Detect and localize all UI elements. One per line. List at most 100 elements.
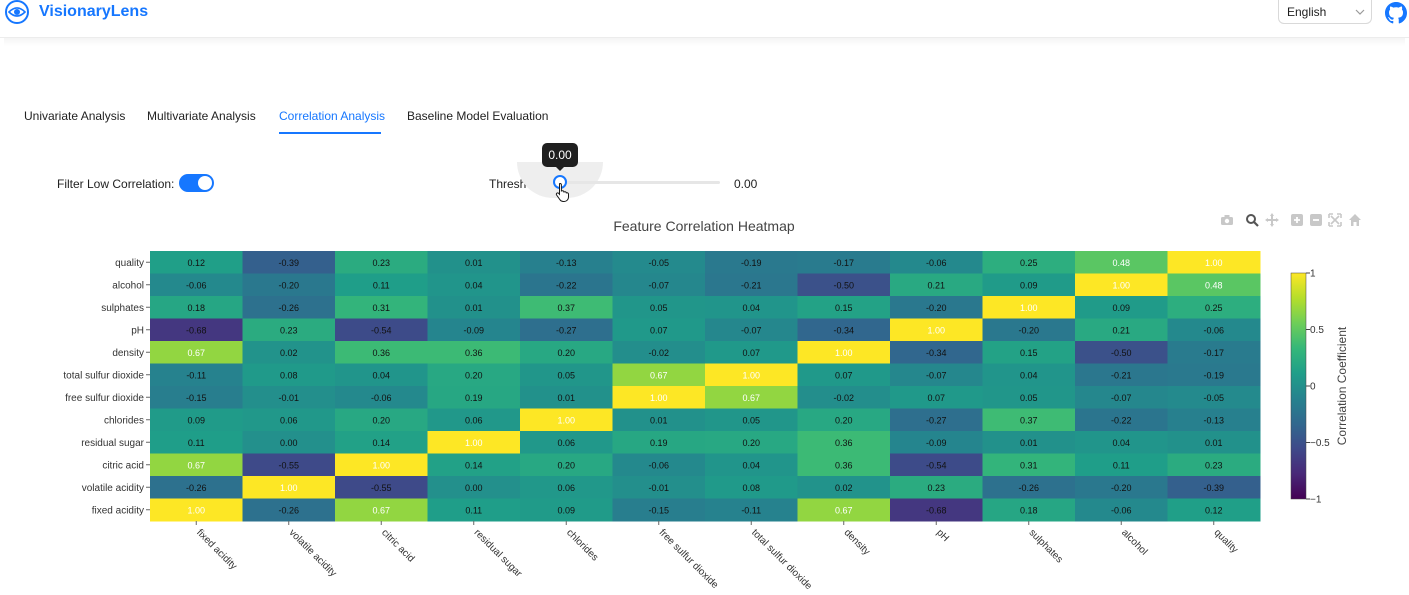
heatmap-cell[interactable]: [150, 476, 243, 499]
heatmap-cell[interactable]: [242, 273, 336, 297]
heatmap-cell[interactable]: [1075, 386, 1168, 409]
heatmap-cell[interactable]: [335, 296, 428, 319]
eye-icon[interactable]: [4, 0, 30, 24]
heatmap-cell[interactable]: [1075, 476, 1168, 499]
heatmap-cell[interactable]: [242, 408, 336, 432]
heatmap-cell[interactable]: [797, 318, 891, 342]
heatmap-cell[interactable]: [1075, 453, 1168, 477]
heatmap-cell[interactable]: [427, 386, 521, 409]
heatmap-cell[interactable]: [427, 476, 521, 499]
heatmap-cell[interactable]: [150, 386, 243, 409]
heatmap-cell[interactable]: [335, 318, 428, 342]
heatmap-cell[interactable]: [1167, 363, 1261, 387]
heatmap-cell[interactable]: [612, 318, 706, 342]
heatmap-cell[interactable]: [1167, 341, 1261, 364]
heatmap-cell[interactable]: [335, 408, 428, 432]
heatmap-cell[interactable]: [242, 296, 336, 319]
heatmap-cell[interactable]: [612, 453, 706, 477]
heatmap-cell[interactable]: [1167, 408, 1261, 432]
heatmap-cell[interactable]: [982, 273, 1076, 297]
reset-axes-icon[interactable]: [1348, 213, 1362, 227]
heatmap-cell[interactable]: [1075, 431, 1168, 454]
heatmap-cell[interactable]: [335, 453, 428, 477]
heatmap-cell[interactable]: [520, 498, 613, 522]
heatmap-cell[interactable]: [612, 386, 706, 409]
heatmap-cell[interactable]: [242, 318, 336, 342]
heatmap-cell[interactable]: [335, 363, 428, 387]
heatmap-cell[interactable]: [242, 341, 336, 364]
heatmap-cell[interactable]: [705, 498, 798, 522]
heatmap-cell[interactable]: [335, 498, 428, 522]
heatmap-cell[interactable]: [1075, 363, 1168, 387]
heatmap-cell[interactable]: [242, 251, 336, 274]
heatmap-cell[interactable]: [612, 431, 706, 454]
heatmap-cell[interactable]: [1167, 386, 1261, 409]
heatmap-cell[interactable]: [612, 363, 706, 387]
heatmap-cell[interactable]: [520, 273, 613, 297]
heatmap-cell[interactable]: [242, 363, 336, 387]
heatmap-cell[interactable]: [612, 273, 706, 297]
heatmap-cell[interactable]: [612, 341, 706, 364]
heatmap-cell[interactable]: [1075, 341, 1168, 364]
heatmap-cell[interactable]: [797, 273, 891, 297]
heatmap-cell[interactable]: [1075, 296, 1168, 319]
heatmap-cell[interactable]: [982, 296, 1076, 319]
heatmap-cell[interactable]: [705, 296, 798, 319]
heatmap-cell[interactable]: [705, 386, 798, 409]
heatmap-cell[interactable]: [242, 498, 336, 522]
zoom-in-icon[interactable]: [1290, 213, 1304, 227]
heatmap-cell[interactable]: [705, 453, 798, 477]
heatmap-cell[interactable]: [612, 296, 706, 319]
heatmap-cell[interactable]: [890, 476, 983, 499]
heatmap-cell[interactable]: [797, 363, 891, 387]
heatmap-cell[interactable]: [150, 408, 243, 432]
heatmap-cell[interactable]: [150, 431, 243, 454]
heatmap-cell[interactable]: [335, 273, 428, 297]
heatmap-cell[interactable]: [890, 363, 983, 387]
heatmap-cell[interactable]: [705, 273, 798, 297]
heatmap-cell[interactable]: [242, 386, 336, 409]
heatmap-cell[interactable]: [982, 386, 1076, 409]
heatmap-cell[interactable]: [520, 251, 613, 274]
heatmap-cell[interactable]: [520, 408, 613, 432]
heatmap-cell[interactable]: [427, 408, 521, 432]
heatmap-cell[interactable]: [427, 453, 521, 477]
heatmap-cell[interactable]: [797, 386, 891, 409]
heatmap-cell[interactable]: [520, 318, 613, 342]
heatmap-cell[interactable]: [1167, 251, 1261, 274]
tab-correlation-analysis[interactable]: Correlation Analysis: [279, 109, 386, 123]
heatmap-cell[interactable]: [982, 363, 1076, 387]
heatmap-cell[interactable]: [705, 251, 798, 274]
autoscale-icon[interactable]: [1328, 213, 1342, 227]
heatmap-cell[interactable]: [890, 296, 983, 319]
heatmap-cell[interactable]: [427, 273, 521, 297]
heatmap-cell[interactable]: [520, 363, 613, 387]
heatmap-cell[interactable]: [520, 296, 613, 319]
heatmap-cell[interactable]: [427, 318, 521, 342]
heatmap-cell[interactable]: [150, 251, 243, 274]
heatmap-cell[interactable]: [890, 498, 983, 522]
heatmap-cell[interactable]: [797, 296, 891, 319]
heatmap-cell[interactable]: [982, 431, 1076, 454]
heatmap-cell[interactable]: [427, 431, 521, 454]
heatmap-cell[interactable]: [150, 273, 243, 297]
zoom-out-icon[interactable]: [1309, 213, 1323, 227]
heatmap-cell[interactable]: [242, 476, 336, 499]
heatmap-cell[interactable]: [242, 453, 336, 477]
threshold-slider[interactable]: [560, 181, 720, 184]
heatmap-cell[interactable]: [890, 318, 983, 342]
heatmap-cell[interactable]: [890, 273, 983, 297]
heatmap-cell[interactable]: [982, 251, 1076, 274]
heatmap-cell[interactable]: [1167, 453, 1261, 477]
heatmap-cell[interactable]: [797, 251, 891, 274]
heatmap-cell[interactable]: [335, 431, 428, 454]
heatmap-cell[interactable]: [335, 476, 428, 499]
heatmap-cell[interactable]: [150, 498, 243, 522]
heatmap-cell[interactable]: [150, 453, 243, 477]
heatmap-cell[interactable]: [520, 341, 613, 364]
heatmap-cell[interactable]: [335, 341, 428, 364]
heatmap-cell[interactable]: [612, 498, 706, 522]
heatmap-cell[interactable]: [1075, 273, 1168, 297]
heatmap-cell[interactable]: [520, 476, 613, 499]
heatmap-cell[interactable]: [1075, 498, 1168, 522]
